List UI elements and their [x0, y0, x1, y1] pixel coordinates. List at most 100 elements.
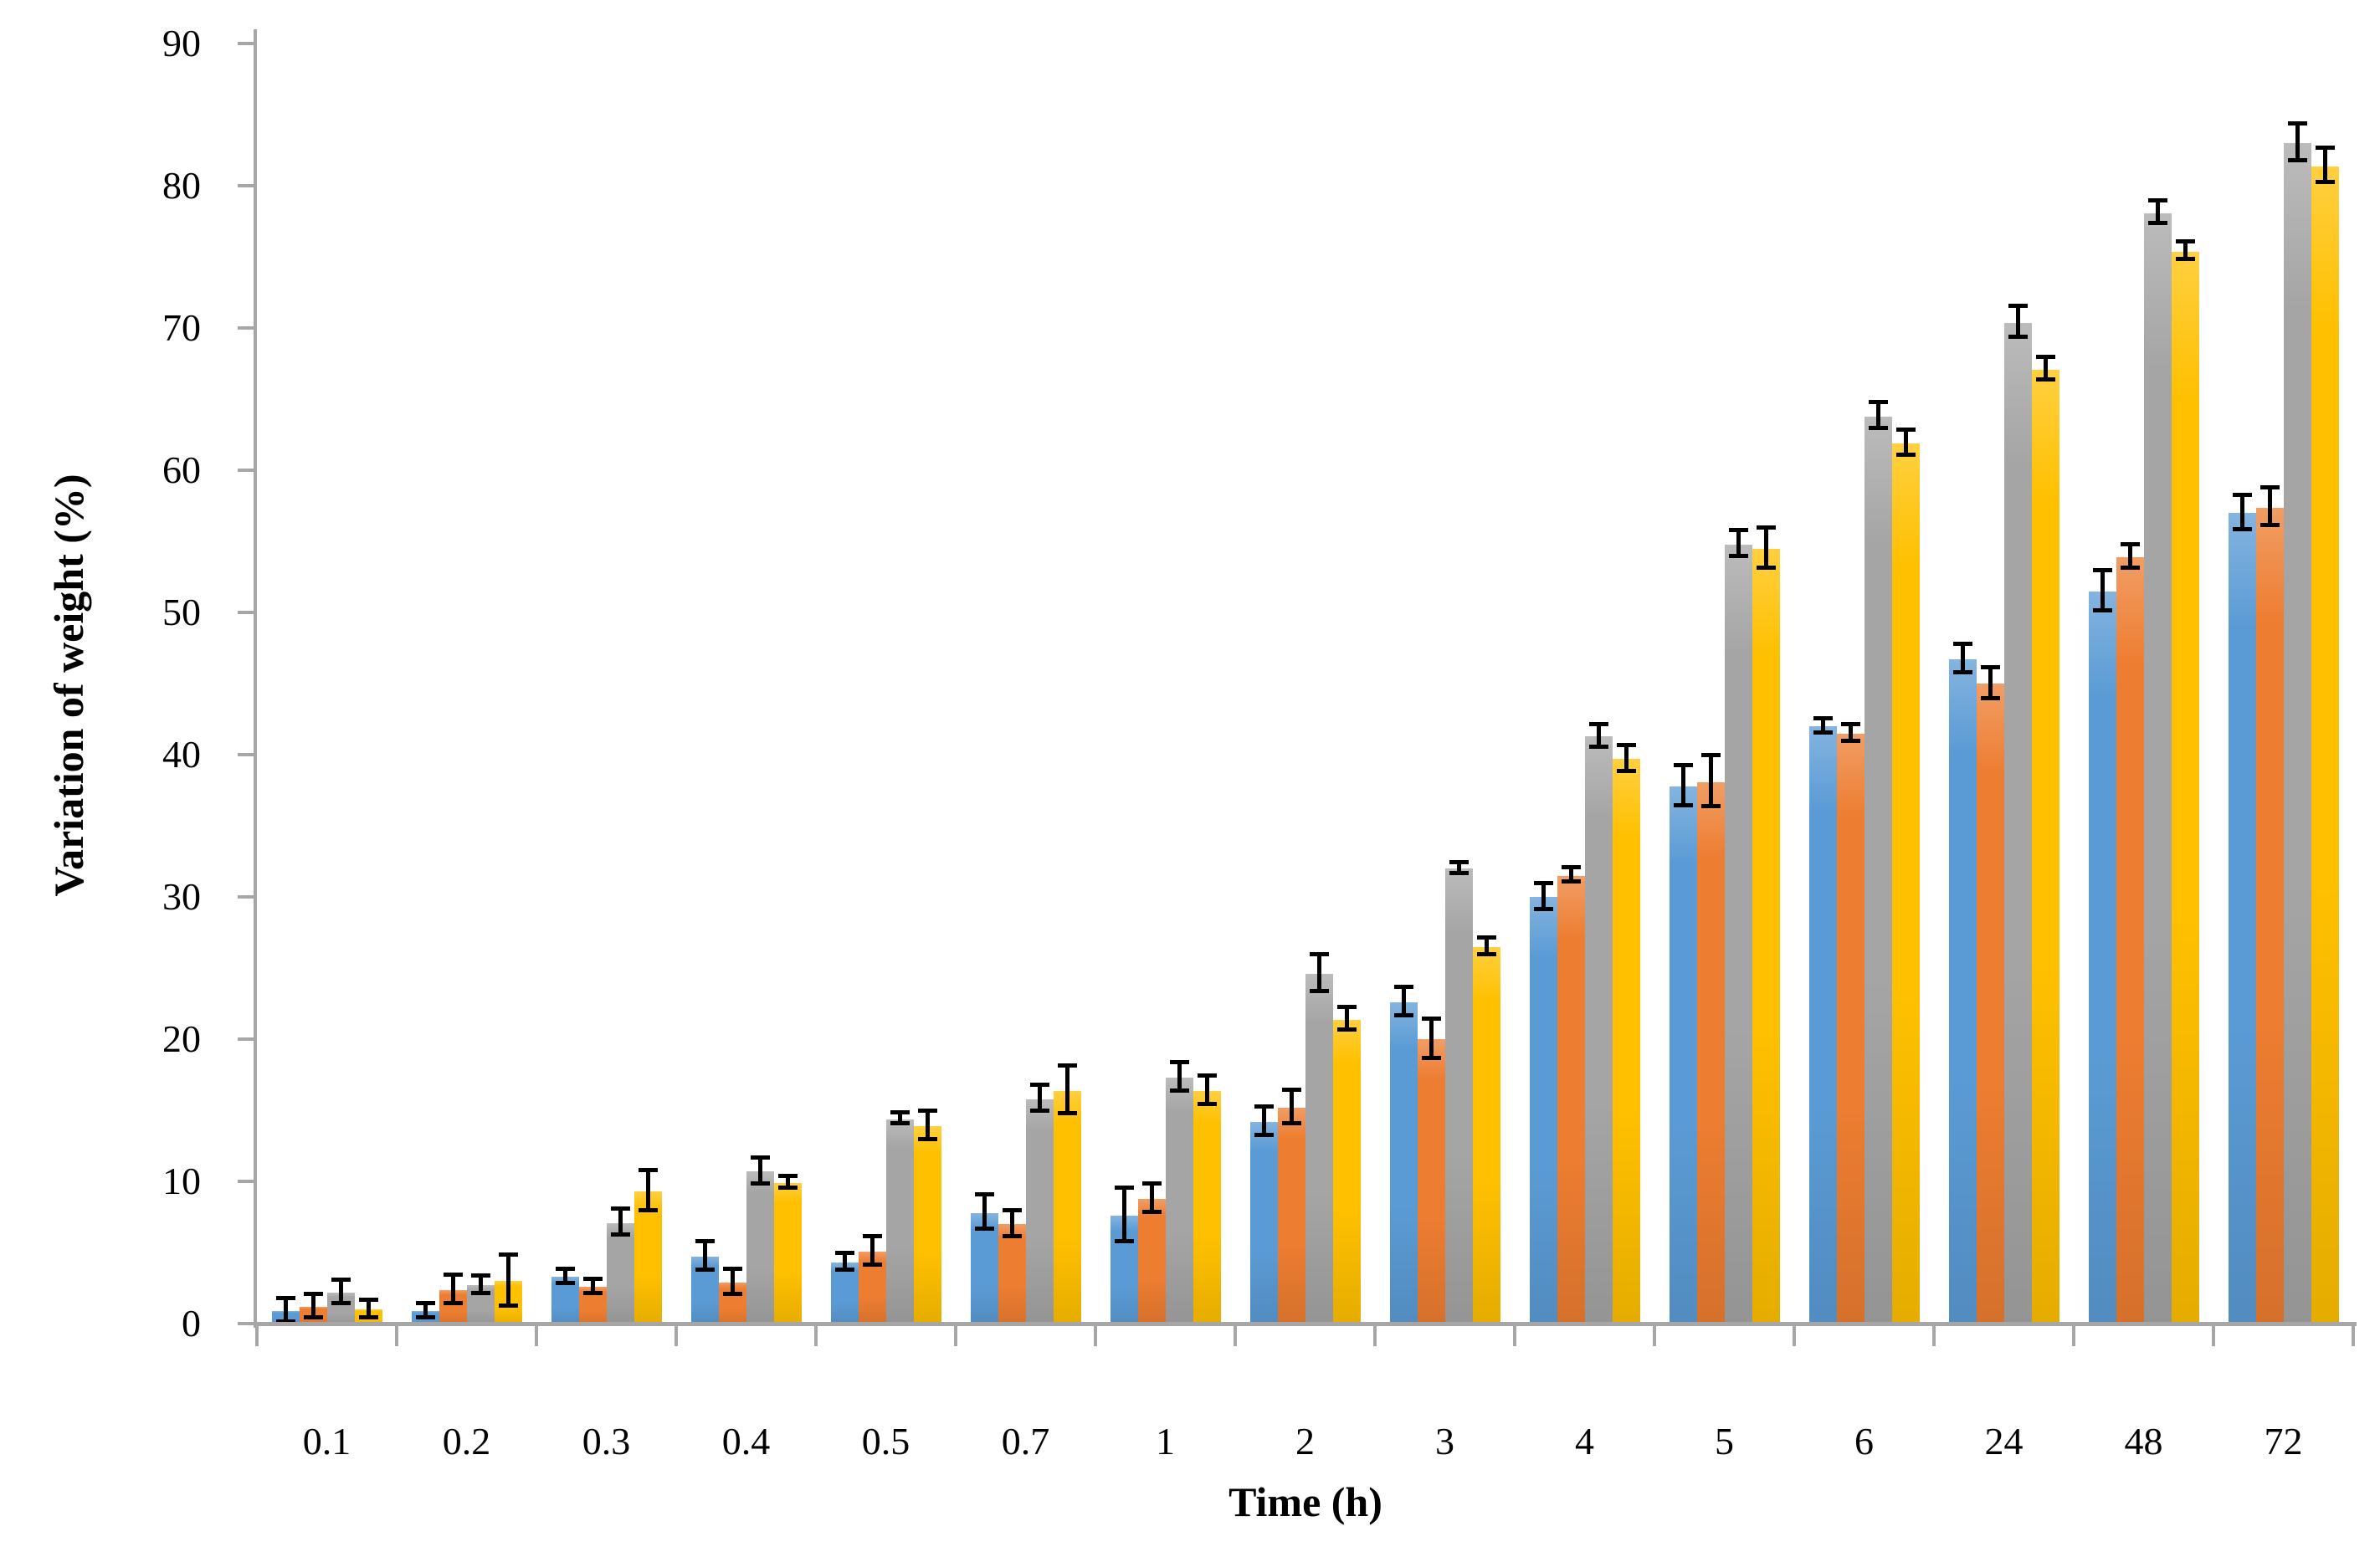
error-bar-cap-bottom	[1254, 1132, 1274, 1137]
x-tick-label-0.7: 0.7	[1001, 1420, 1050, 1462]
bar-series-blue-24	[1948, 659, 1977, 1325]
error-bar-series-yellow-72	[2322, 147, 2327, 182]
x-tick-13	[2072, 1326, 2075, 1346]
error-bar-cap-top	[695, 1239, 715, 1244]
error-bar-cap-bottom	[610, 1232, 630, 1237]
error-bar-series-orange-0.5	[869, 1235, 875, 1264]
x-tick-label-5: 5	[1715, 1420, 1734, 1462]
error-bar-cap-bottom	[1728, 554, 1748, 558]
error-bar-cap-top	[722, 1266, 742, 1271]
error-bar-cap-bottom	[638, 1208, 658, 1212]
error-bar-series-blue-72	[2239, 494, 2244, 529]
error-bar-cap-top	[1868, 400, 1888, 405]
x-tick-1	[395, 1326, 398, 1346]
error-bar-series-gray-24	[2015, 305, 2020, 337]
bar-series-orange-24	[1976, 684, 2004, 1325]
error-bar-series-orange-1	[1149, 1182, 1154, 1211]
error-bar-cap-bottom	[555, 1280, 575, 1285]
error-bar-cap-top	[2092, 568, 2112, 572]
error-bar-cap-bottom	[1533, 906, 1553, 911]
error-bar-cap-bottom	[2147, 221, 2167, 226]
error-bar-cap-top	[2008, 303, 2028, 308]
error-bar-cap-bottom	[834, 1268, 854, 1273]
error-bar-series-gray-0.1	[338, 1279, 343, 1303]
error-bar-cap-top	[498, 1252, 518, 1257]
error-bar-cap-bottom	[1449, 871, 1469, 876]
error-bar-series-blue-0.1	[283, 1298, 288, 1321]
error-bar-cap-top	[1449, 859, 1469, 864]
error-bar-cap-bottom	[2315, 179, 2335, 184]
error-bar-cap-bottom	[1895, 453, 1916, 458]
x-tick-label-6: 6	[1854, 1420, 1874, 1462]
error-bar-cap-top	[1895, 427, 1916, 432]
bar-series-orange-2	[1277, 1107, 1305, 1325]
error-bar-cap-top	[1421, 1016, 1441, 1021]
error-bar-series-blue-0.4	[702, 1241, 707, 1270]
error-bar-cap-top	[777, 1174, 798, 1179]
error-bar-cap-bottom	[2092, 607, 2112, 612]
bar-series-yellow-1	[1193, 1090, 1221, 1325]
error-bar-cap-top	[443, 1272, 463, 1277]
x-tick-7	[1234, 1326, 1237, 1346]
error-bar-series-gray-0.4	[757, 1157, 762, 1183]
x-axis-line	[254, 1322, 2357, 1326]
error-bar-cap-top	[1952, 642, 1972, 647]
y-tick-label-30: 30	[162, 875, 201, 918]
error-bar-series-orange-48	[2127, 544, 2132, 567]
x-tick-6	[1094, 1326, 1097, 1346]
error-bar-series-yellow-2	[1344, 1006, 1349, 1030]
bar-series-gray-0.5	[885, 1119, 914, 1325]
error-bar-cap-bottom	[1057, 1111, 1077, 1116]
error-bar-cap-top	[331, 1278, 351, 1283]
bar-series-gray-72	[2283, 143, 2311, 1325]
bar-series-yellow-0.7	[1053, 1090, 1081, 1325]
error-bar-cap-top	[1029, 1083, 1049, 1088]
error-bar-cap-top	[917, 1109, 937, 1113]
error-bar-cap-top	[1141, 1181, 1162, 1186]
error-bar-series-yellow-0.1	[366, 1299, 371, 1317]
bar-series-gray-0.7	[1025, 1099, 1054, 1325]
bar-series-yellow-5	[1752, 548, 1780, 1325]
error-bar-series-gray-72	[2295, 123, 2300, 161]
bar-series-orange-72	[2255, 507, 2284, 1325]
error-bar-series-gray-0.7	[1037, 1084, 1042, 1110]
error-bar-cap-top	[1561, 865, 1581, 870]
x-tick-label-0.4: 0.4	[721, 1420, 771, 1462]
error-bar-cap-bottom	[2120, 565, 2140, 570]
error-bar-series-yellow-0.5	[925, 1110, 930, 1139]
error-bar-series-yellow-0.7	[1064, 1064, 1069, 1114]
error-bar-series-blue-6	[1820, 717, 1825, 732]
bar-series-yellow-0.4	[773, 1183, 802, 1325]
error-bar-cap-top	[1254, 1104, 1274, 1109]
error-bar-cap-top	[2315, 146, 2335, 151]
error-bar-series-yellow-0.4	[785, 1176, 790, 1187]
error-bar-cap-top	[358, 1298, 378, 1303]
error-bar-series-yellow-6	[1903, 428, 1908, 455]
error-bar-cap-bottom	[443, 1300, 463, 1305]
error-bar-series-blue-0.3	[562, 1268, 567, 1283]
error-bar-cap-bottom	[2175, 256, 2195, 261]
x-tick-11	[1793, 1326, 1796, 1346]
error-bar-cap-bottom	[2008, 335, 2028, 340]
x-tick-15	[2352, 1326, 2355, 1346]
error-bar-cap-bottom	[722, 1292, 742, 1297]
error-bar-cap-bottom	[1756, 565, 1776, 570]
error-bar-cap-top	[1980, 664, 2000, 669]
error-bar-cap-top	[834, 1251, 854, 1255]
error-bar-cap-bottom	[1868, 426, 1888, 430]
error-bar-series-gray-2	[1316, 954, 1321, 991]
error-bar-cap-bottom	[1700, 804, 1721, 809]
error-bar-series-gray-1	[1177, 1062, 1182, 1091]
bar-series-yellow-4	[1612, 759, 1640, 1325]
error-bar-cap-top	[1533, 881, 1553, 885]
error-bar-cap-bottom	[974, 1227, 994, 1232]
y-axis-title: Variation of weight (%)	[45, 474, 92, 897]
bar-series-yellow-3	[1472, 946, 1500, 1325]
error-bar-series-orange-0.1	[310, 1293, 315, 1317]
y-tick-label-0: 0	[182, 1302, 201, 1345]
error-bar-cap-top	[1169, 1060, 1189, 1065]
error-bar-series-orange-6	[1848, 723, 1853, 740]
error-bar-series-orange-72	[2267, 487, 2272, 525]
error-bar-cap-top	[862, 1233, 882, 1238]
bar-series-blue-0.5	[830, 1263, 859, 1325]
